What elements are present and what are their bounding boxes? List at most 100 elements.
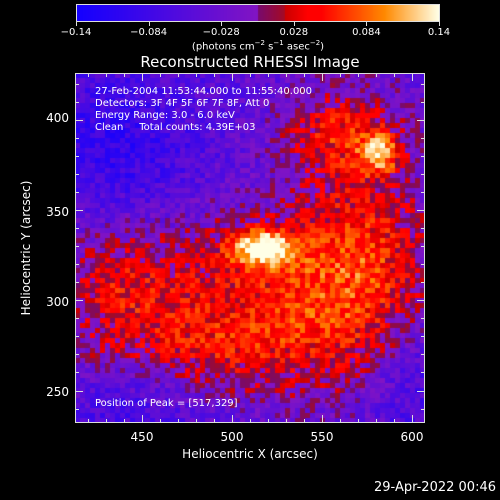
- x-tick-label: 550: [310, 430, 334, 444]
- axis-tick: [412, 415, 414, 423]
- plot-title: Reconstructed RHESSI Image: [140, 53, 360, 71]
- x-axis-label: Heliocentric X (arcsec): [182, 447, 318, 461]
- axis-tick: [322, 73, 324, 81]
- axis-tick: [417, 210, 425, 212]
- axis-tick: [417, 119, 425, 121]
- axis-tick: [75, 174, 79, 176]
- axis-tick: [304, 419, 306, 423]
- axis-tick: [75, 137, 79, 139]
- axis-tick: [250, 419, 251, 423]
- axis-tick: [250, 73, 251, 77]
- axis-tick: [195, 419, 197, 423]
- colorbar-tick: [148, 22, 150, 26]
- x-tick-label: 600: [400, 430, 424, 444]
- axis-tick: [75, 372, 79, 374]
- axis-tick: [421, 336, 425, 338]
- colorbar-tick-label: −0.028: [202, 27, 240, 38]
- axis-tick: [421, 282, 425, 284]
- y-axis-label: Heliocentric Y (arcsec): [19, 180, 33, 316]
- axis-tick: [75, 83, 79, 85]
- axis-tick: [421, 83, 425, 85]
- colorbar: [76, 4, 440, 22]
- axis-tick: [123, 419, 125, 423]
- axis-tick: [231, 73, 233, 81]
- axis-tick: [286, 73, 288, 77]
- x-tick-label: 450: [130, 430, 154, 444]
- axis-tick: [159, 73, 161, 77]
- axis-tick: [421, 246, 425, 248]
- total-counts-annotation: Clean Total counts: 4.39E+03: [95, 122, 256, 133]
- axis-tick: [105, 419, 107, 423]
- axis-tick: [141, 415, 143, 423]
- axis-tick: [421, 408, 425, 410]
- colorbar-tick: [293, 22, 295, 26]
- axis-tick: [417, 390, 425, 392]
- axis-tick: [159, 419, 161, 423]
- colorbar-tick-label: −0.084: [130, 27, 168, 38]
- colorbar-tick-label: 0.084: [352, 27, 381, 38]
- axis-tick: [358, 73, 360, 77]
- axis-tick: [75, 228, 79, 230]
- peak-position-annotation: Position of Peak = [517,329]: [95, 398, 238, 409]
- axis-tick: [75, 318, 79, 320]
- axis-tick: [358, 419, 360, 423]
- rhessi-image: [75, 73, 425, 423]
- axis-tick: [75, 264, 79, 266]
- y-tick-label: 300: [46, 295, 69, 309]
- axis-tick: [322, 415, 324, 423]
- axis-tick: [75, 119, 83, 121]
- axis-tick: [75, 282, 79, 284]
- axis-tick: [87, 419, 89, 423]
- axis-tick: [141, 73, 143, 81]
- axis-tick: [417, 300, 425, 302]
- axis-tick: [340, 73, 342, 77]
- axis-tick: [87, 73, 89, 77]
- detectors-annotation: Detectors: 3F 4F 5F 6F 7F 8F, Att 0: [95, 98, 270, 109]
- axis-tick: [340, 419, 342, 423]
- y-tick-label: 400: [46, 111, 69, 125]
- axis-tick: [75, 192, 79, 194]
- axis-tick: [421, 372, 425, 374]
- colorbar-tick: [76, 22, 77, 26]
- axis-tick: [421, 101, 425, 103]
- axis-tick: [75, 354, 79, 356]
- axis-tick: [421, 354, 425, 356]
- axis-tick: [394, 419, 396, 423]
- axis-tick: [75, 101, 79, 103]
- axis-tick: [421, 192, 425, 194]
- y-tick-label: 350: [46, 205, 69, 219]
- axis-tick: [177, 73, 179, 77]
- axis-tick: [421, 264, 425, 266]
- axis-tick: [105, 73, 107, 77]
- axis-tick: [213, 419, 215, 423]
- axis-tick: [75, 300, 83, 302]
- axis-tick: [231, 415, 233, 423]
- time-range-annotation: 27-Feb-2004 11:53:44.000 to 11:55:40.000: [95, 86, 313, 97]
- axis-tick: [75, 390, 83, 392]
- axis-tick: [75, 408, 79, 410]
- axis-tick: [412, 73, 414, 81]
- axis-tick: [268, 419, 270, 423]
- x-tick-label: 500: [220, 430, 244, 444]
- axis-tick: [394, 73, 396, 77]
- axis-tick: [123, 73, 125, 77]
- axis-tick: [75, 246, 79, 248]
- axis-tick: [421, 174, 425, 176]
- colorbar-tick-label: 0.028: [279, 27, 309, 38]
- energy-range-annotation: Energy Range: 3.0 - 6.0 keV: [95, 110, 235, 121]
- axis-tick: [421, 155, 425, 157]
- axis-tick: [268, 73, 270, 77]
- plot-timestamp: 29-Apr-2022 00:46: [374, 480, 496, 495]
- axis-tick: [304, 73, 306, 77]
- axis-tick: [213, 73, 215, 77]
- axis-tick: [376, 73, 378, 77]
- colorbar-tick: [221, 22, 223, 26]
- axis-tick: [421, 228, 425, 230]
- axis-tick: [421, 318, 425, 320]
- colorbar-tick: [366, 22, 368, 26]
- axis-tick: [421, 137, 425, 139]
- axis-tick: [177, 419, 179, 423]
- axis-tick: [376, 419, 378, 423]
- axis-tick: [75, 336, 79, 338]
- axis-tick: [75, 155, 79, 157]
